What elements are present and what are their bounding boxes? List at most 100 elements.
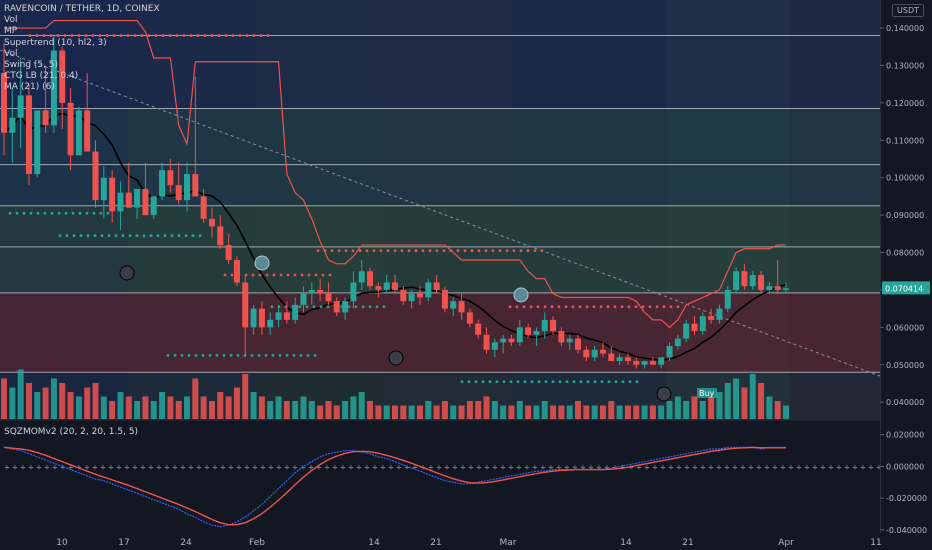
candle-body [633,361,640,365]
swing-dot [121,234,125,238]
volume-bar [500,405,507,419]
volume-bar [724,383,731,419]
price-tick-label: 0.140000 [886,24,924,33]
volume-bar [217,392,224,419]
swing-dot [537,380,541,383]
swing-dot [599,305,603,309]
zero-line-marker: + [412,463,418,471]
zero-line-marker: + [348,463,354,471]
volume-bar [441,401,448,419]
swing-dot [627,305,631,309]
swing-dot [114,234,118,238]
zero-line-marker: + [148,463,154,471]
indicator-label[interactable]: Vol [4,15,18,26]
candle-body [516,327,523,343]
time-axis-background [0,533,932,550]
indicator-label[interactable]: CTG LB (21, 0.4) [4,71,79,82]
zero-line-marker: + [684,463,690,471]
swing-dot [154,34,158,37]
swing-dot [135,234,139,238]
volume-bar [616,405,623,419]
zero-line-marker: + [716,463,722,471]
time-tick-label: Apr [778,538,794,548]
zero-line-marker: + [836,463,842,471]
supertrend-line [4,19,786,329]
momentum-indicator-label[interactable]: SQZMOMv2 (20, 2, 20, 1.5, 5) [4,427,139,437]
candle-body [583,349,590,358]
price-axis-background [880,0,932,550]
swing-dot [270,305,274,309]
volume-bar [317,405,324,419]
volume-bar [450,405,457,419]
zero-line-marker: + [4,463,10,471]
zero-line-marker: + [84,463,90,471]
volume-bar [375,405,382,419]
volume-bar [649,405,656,419]
swing-dot [593,380,597,383]
swing-dot [372,249,376,253]
candle-body [649,361,656,365]
swing-dot [428,249,432,253]
indicator-label[interactable]: MA (21) (6) [4,82,55,93]
candle-body [358,271,365,283]
swing-dot [222,354,226,357]
candle-body [483,334,490,350]
swing-dot [64,211,68,215]
candle-body [566,338,573,343]
zero-line-marker: + [332,463,338,471]
background-bands [0,0,880,421]
indicator-label[interactable]: Vol [4,48,18,59]
currency-badge[interactable]: USDT [892,4,924,17]
swing-dot [600,380,604,383]
indicator-label[interactable]: Swing (5, 5) [4,60,59,71]
candle-body [134,188,141,208]
swing-dot [43,211,47,215]
zero-line-marker: + [372,463,378,471]
zero-line-marker: + [324,463,330,471]
volume-bar [275,396,282,419]
zero-line-marker: + [692,463,698,471]
candle-body [741,271,748,287]
candle-body [1,72,7,133]
buy-signal-label: Buy [699,389,715,398]
swing-dot [550,305,554,309]
swing-dot [126,34,130,37]
swing-dot [298,305,302,309]
swing-dot [65,234,69,238]
zero-line-marker: + [452,463,458,471]
zero-line-marker: + [756,463,762,471]
swing-dot [272,273,276,277]
swing-dot [536,305,540,309]
volume-bar [92,383,99,419]
candle-body [774,286,781,290]
swing-dot [184,234,188,238]
zero-line-marker: + [52,463,58,471]
candle-body [34,110,41,174]
indicator-label[interactable]: MP [4,26,18,37]
indicator-label[interactable]: Supertrend (10, hl2, 3) [4,37,107,48]
swing-dot [365,249,369,253]
zero-line-marker: + [236,463,242,471]
zero-line-marker: + [852,463,858,471]
swing-dot [279,273,283,277]
candle-body [184,173,191,201]
candle-body [541,319,548,332]
zero-line-marker: + [556,463,562,471]
volume-bar [367,401,374,419]
swing-dot [29,211,33,215]
zero-line-marker: + [228,463,234,471]
volume-bar [59,383,66,419]
candle-body [250,308,257,328]
volume-bar [250,392,257,419]
swing-dot [238,34,242,37]
zero-line-marker: + [132,463,138,471]
candle-body [283,312,290,320]
zero-line-marker: + [540,463,546,471]
volume-bar [558,405,565,419]
volume-bar [508,405,515,419]
swing-dot [77,34,81,37]
swing-dot [63,34,67,37]
zero-line-marker: + [212,463,218,471]
swing-dot [460,380,464,383]
